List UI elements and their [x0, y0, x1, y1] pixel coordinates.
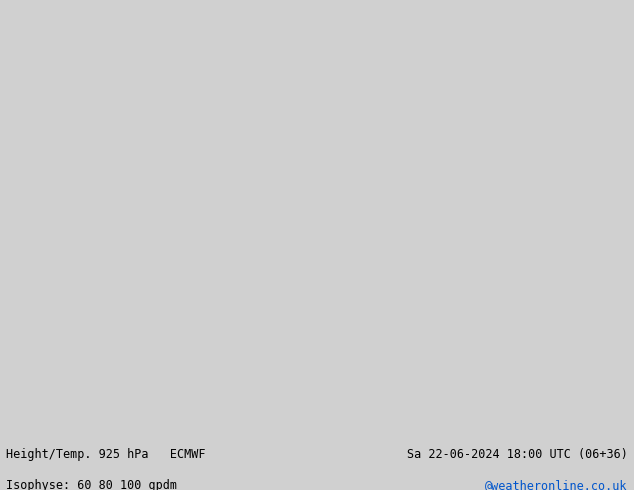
Text: @weatheronline.co.uk: @weatheronline.co.uk — [485, 479, 628, 490]
Text: Isophyse: 60 80 100 gpdm: Isophyse: 60 80 100 gpdm — [6, 479, 178, 490]
Text: Height/Temp. 925 hPa   ECMWF: Height/Temp. 925 hPa ECMWF — [6, 448, 206, 461]
Text: Sa 22-06-2024 18:00 UTC (06+36): Sa 22-06-2024 18:00 UTC (06+36) — [407, 448, 628, 461]
